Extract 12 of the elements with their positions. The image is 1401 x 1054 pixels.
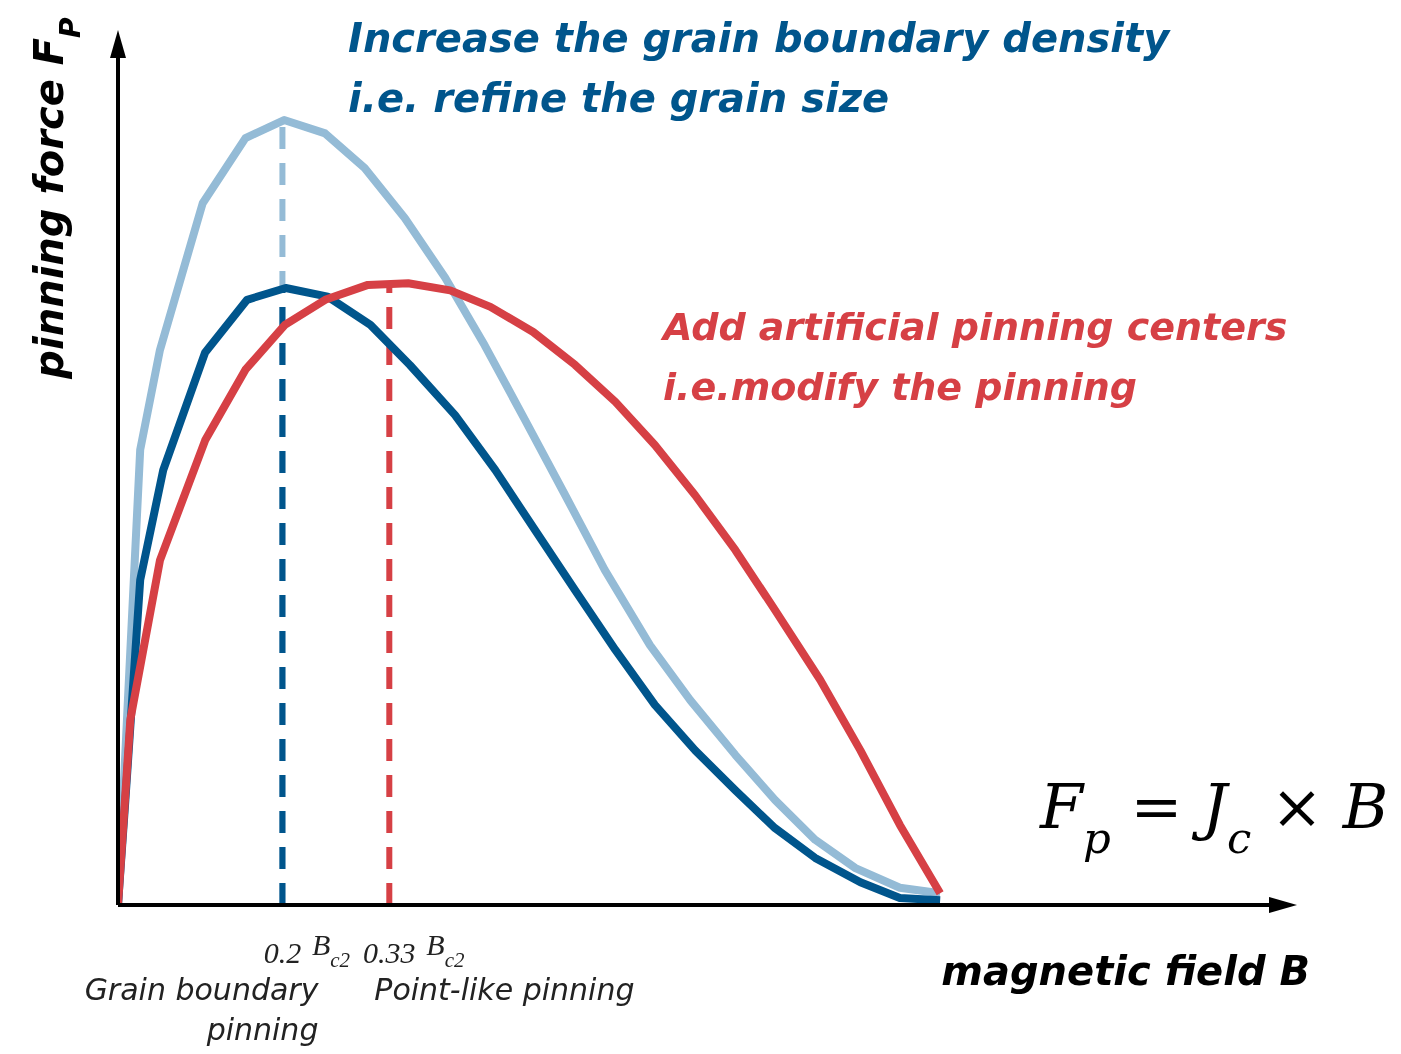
text: Increase the grain boundary density	[348, 15, 1172, 61]
ref-line-label: Point-like pinning	[374, 972, 635, 1007]
ref-line-label: Grain boundary pinning	[84, 972, 320, 1047]
annotation: i.e.modify the pinning	[663, 365, 1137, 409]
x-tick-label: 0.2	[263, 936, 302, 969]
annotation: F$_{p}$ = J$_{c}$ × B	[1039, 770, 1389, 863]
x-tick-label: 0.33	[363, 936, 416, 969]
annotation: B$_{c2}$	[311, 928, 351, 972]
annotation: B$_{c2}$	[426, 928, 465, 972]
annotation: i.e. refine the grain size	[348, 75, 890, 121]
x-axis-title: magnetic field B	[941, 948, 1310, 994]
annotation: Add artificial pinning centers	[660, 305, 1288, 349]
